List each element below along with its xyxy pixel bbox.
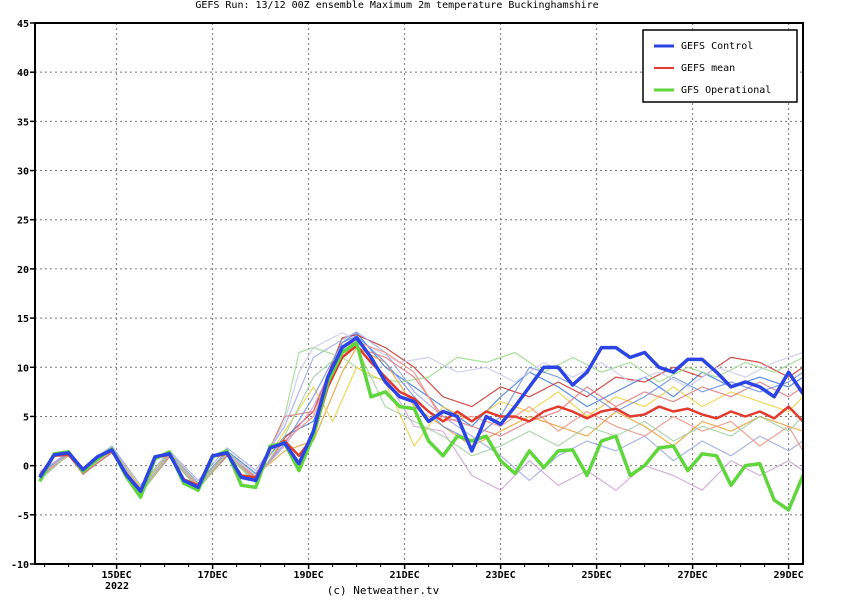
series-line-gfs-operational [38,340,803,512]
y-tick-label: 45 [17,19,29,30]
x-axis: 15DEC 17DEC 19DEC 21DEC 23DEC 25DEC 27DEC 29DEC [44,564,804,581]
year-label: 2022 [105,581,129,592]
y-tick-label: 35 [17,117,29,128]
y-tick-label: 25 [17,216,29,227]
legend-label-control: GEFS Control [681,41,753,52]
y-tick-label: 30 [17,167,29,178]
x-tick-label: 29DEC [774,570,804,581]
y-axis: -10 -5 0 5 10 15 20 25 30 35 40 45 [11,19,35,571]
x-tick-label: 23DEC [486,570,516,581]
chart-title: GEFS Run: 13/12 00Z ensemble Maximum 2m … [195,0,598,11]
y-tick-label: 10 [17,363,29,374]
ensemble-member-line [39,347,803,494]
x-tick-label: 25DEC [582,570,612,581]
series-line-gefs-control [38,336,803,493]
ensemble-member-line [39,366,803,488]
y-tick-label: 15 [17,314,29,325]
y-tick-label: 20 [17,265,29,276]
x-tick-label: 15DEC [102,570,132,581]
highlight-series [38,336,803,512]
y-tick-label: -5 [17,511,29,522]
y-tick-label: -10 [11,560,29,571]
plot-frame [34,22,804,565]
y-tick-label: 40 [17,68,29,79]
x-tick-label: 17DEC [198,570,228,581]
ensemble-member-line [39,331,803,486]
x-tick-label: 19DEC [294,570,324,581]
x-tick-label: 21DEC [390,570,420,581]
y-tick-label: 0 [23,462,29,473]
legend: GEFS Control GEFS mean GFS Operational [642,29,798,103]
legend-label-mean: GEFS mean [681,63,735,74]
legend-label-operational: GFS Operational [681,85,771,96]
credit-text: (c) Netweather.tv [327,584,440,597]
ensemble-members [39,331,803,495]
y-tick-label: 5 [23,412,29,423]
x-tick-label: 27DEC [678,570,708,581]
